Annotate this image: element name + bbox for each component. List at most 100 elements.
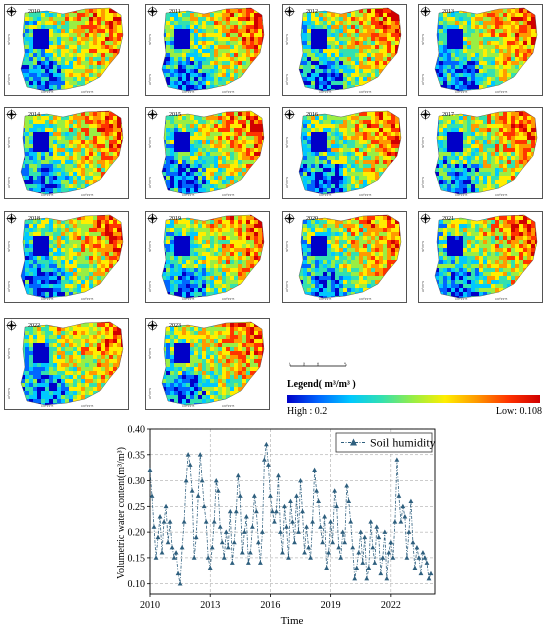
data-point (177, 581, 183, 586)
longitude-label: 100°0'0"E (359, 297, 372, 301)
soil-moisture-map (20, 214, 124, 299)
latitude-label: 45°0'0"N (148, 280, 152, 292)
chart-legend-marker (350, 438, 357, 446)
data-point (251, 493, 257, 498)
data-point (382, 529, 388, 534)
latitude-label: 50°0'0"N (7, 33, 11, 45)
data-point (278, 529, 283, 534)
longitude-label: 100°0'0"E (359, 193, 372, 197)
north-arrow-icon (146, 5, 159, 18)
longitude-label: 100°0'0"E (41, 193, 54, 197)
map-year-label: 2021 (442, 216, 454, 222)
data-point (374, 524, 380, 529)
data-point (308, 555, 313, 560)
data-point (344, 483, 350, 488)
map-panel-2023: 2023 50°0'0"N 45°0'0"N 100°0'0"E 100°0'0"E (145, 318, 270, 410)
longitude-label: 100°0'0"E (81, 404, 94, 408)
data-point (292, 539, 297, 545)
data-point (428, 570, 434, 576)
data-point (239, 550, 245, 555)
data-point (340, 529, 346, 534)
data-point (386, 550, 392, 555)
data-point (257, 560, 263, 565)
data-point (266, 462, 271, 467)
data-point (209, 544, 215, 550)
data-point (426, 575, 432, 581)
latitude-label: 50°0'0"N (285, 136, 289, 148)
y-axis-label: Volumetric water content(m³/m³) (116, 447, 127, 579)
x-axis-label: Time (281, 615, 304, 627)
data-point (352, 575, 358, 581)
data-point (334, 503, 340, 509)
data-point (149, 493, 155, 498)
data-point (414, 544, 420, 550)
map-panel-2016: 2016 50°0'0"N 45°0'0"N 100°0'0"E 100°0'0"E (282, 107, 407, 199)
data-point (318, 524, 323, 529)
scale-bar: 0 20 40 80 (289, 363, 347, 367)
x-tick-label: 2013 (200, 600, 220, 611)
data-point (294, 493, 299, 498)
longitude-label: 100°0'0"E (222, 297, 235, 301)
soil-moisture-map (434, 7, 538, 92)
latitude-label: 50°0'0"N (421, 136, 425, 148)
latitude-label: 50°0'0"N (285, 240, 289, 252)
data-point (201, 503, 207, 509)
latitude-label: 45°0'0"N (421, 280, 425, 292)
scale-tick-1: 20 (303, 363, 305, 365)
map-year-label: 2014 (28, 112, 40, 118)
data-point (191, 555, 197, 560)
map-year-label: 2015 (169, 112, 181, 118)
data-point (165, 539, 171, 545)
longitude-label: 100°0'0"E (81, 297, 94, 301)
north-arrow-icon (283, 5, 296, 18)
data-point (179, 544, 185, 550)
north-arrow-icon (146, 212, 159, 225)
data-point (290, 519, 295, 524)
data-point (225, 544, 231, 550)
data-point (300, 508, 305, 514)
data-point (380, 555, 386, 560)
x-tick-label: 2016 (260, 600, 280, 611)
longitude-label: 100°0'0"E (319, 297, 332, 301)
data-point (416, 555, 422, 560)
data-point (406, 529, 412, 534)
data-point (151, 524, 157, 529)
legend-title: Legend( m³/m³ ) (287, 379, 356, 390)
data-point (312, 467, 317, 473)
longitude-label: 100°0'0"E (81, 90, 94, 94)
data-point (205, 555, 211, 560)
north-arrow-icon (146, 319, 159, 332)
data-point (396, 493, 402, 498)
data-point (328, 519, 334, 524)
data-point (398, 519, 404, 524)
data-point (410, 539, 416, 545)
data-point (249, 524, 255, 529)
latitude-label: 45°0'0"N (285, 280, 289, 292)
data-point (253, 508, 259, 514)
data-point (378, 570, 384, 576)
data-point (153, 555, 159, 560)
data-point (326, 550, 332, 555)
map-year-label: 2018 (28, 216, 40, 222)
data-point (255, 539, 261, 545)
data-point (370, 544, 376, 550)
soil-moisture-map (20, 7, 124, 92)
map-panel-2021: 2021 50°0'0"N 45°0'0"N 100°0'0"E 100°0'0"E (418, 211, 543, 303)
latitude-label: 50°0'0"N (7, 240, 11, 252)
soil-moisture-map (161, 7, 265, 92)
latitude-label: 50°0'0"N (285, 33, 289, 45)
data-point (324, 565, 330, 571)
data-point (215, 488, 221, 493)
map-panel-2022: 2022 50°0'0"N 45°0'0"N 100°0'0"E 100°0'0"E (4, 318, 129, 410)
data-point (221, 555, 227, 560)
soil-humidity-chart: 0.100.150.200.250.300.350.40 2010 2013 201… (116, 425, 436, 627)
longitude-label: 100°0'0"E (41, 297, 54, 301)
longitude-label: 100°0'0"E (495, 297, 508, 301)
data-point (310, 519, 315, 524)
data-point (296, 529, 301, 534)
latitude-label: 45°0'0"N (285, 73, 289, 85)
x-tick-label: 2019 (321, 600, 341, 611)
data-point (412, 565, 418, 571)
map-panel-2017: 2017 50°0'0"N 45°0'0"N 100°0'0"E 100°0'0"E (418, 107, 543, 199)
map-panel-2011: 2011 50°0'0"N 45°0'0"N 100°0'0"E 100°0'0"E (145, 4, 270, 96)
